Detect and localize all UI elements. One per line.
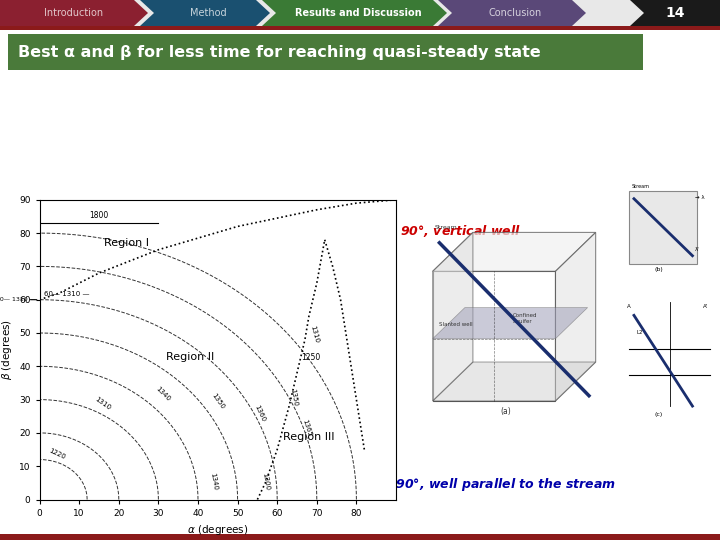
Text: L2: L2 <box>636 329 643 334</box>
Polygon shape <box>433 308 588 339</box>
Text: 60— 1310 —: 60— 1310 — <box>0 297 36 302</box>
Text: 1350: 1350 <box>210 393 225 410</box>
Text: (a): (a) <box>501 407 511 416</box>
Text: 1365: 1365 <box>302 418 313 437</box>
Polygon shape <box>555 232 595 401</box>
Text: → λ: → λ <box>695 195 704 200</box>
Text: λ': λ' <box>695 247 699 252</box>
Text: 1310: 1310 <box>94 395 112 411</box>
Y-axis label: $\beta$ (degrees): $\beta$ (degrees) <box>0 319 14 380</box>
Text: Best α and β for less time for reaching quasi-steady state: Best α and β for less time for reaching … <box>18 44 541 59</box>
Bar <box>629 191 697 264</box>
Polygon shape <box>438 0 586 26</box>
Polygon shape <box>630 0 720 26</box>
Text: Conclusion: Conclusion <box>489 8 542 18</box>
Text: 1340: 1340 <box>210 472 218 490</box>
Polygon shape <box>140 0 270 26</box>
Text: 1360: 1360 <box>253 403 266 422</box>
Text: 14: 14 <box>665 6 685 20</box>
Text: (b): (b) <box>654 267 663 272</box>
Text: Slanted well: Slanted well <box>439 322 473 327</box>
Text: 1800: 1800 <box>89 211 109 220</box>
Text: 60— 1310 —: 60— 1310 — <box>44 292 89 298</box>
Text: 1340: 1340 <box>155 385 171 402</box>
Bar <box>0 534 720 540</box>
Text: 1300: 1300 <box>261 472 270 490</box>
Text: Region II: Region II <box>166 352 215 362</box>
Text: Introduction: Introduction <box>45 8 104 18</box>
Text: $\beta$ = 90°, vertical well: $\beta$ = 90°, vertical well <box>374 223 521 240</box>
Text: 1310: 1310 <box>309 325 320 344</box>
Bar <box>8 34 643 70</box>
Text: Stream: Stream <box>631 184 649 190</box>
Text: Method: Method <box>190 8 227 18</box>
Text: (c): (c) <box>654 413 663 417</box>
Polygon shape <box>433 232 473 401</box>
Text: Results and Discussion: Results and Discussion <box>294 8 421 18</box>
Polygon shape <box>433 362 595 401</box>
Polygon shape <box>433 232 595 271</box>
Polygon shape <box>262 0 447 26</box>
X-axis label: $\alpha$ (degrees): $\alpha$ (degrees) <box>187 523 248 537</box>
Text: Region III: Region III <box>283 431 335 442</box>
Text: $\alpha$ = 90°, well parallel to the stream: $\alpha$ = 90°, well parallel to the str… <box>369 476 616 492</box>
Bar <box>0 26 720 30</box>
Text: 1350: 1350 <box>289 389 298 407</box>
Text: Region I: Region I <box>104 239 149 248</box>
Text: Stream: Stream <box>435 225 458 230</box>
Text: Confined
aquifer: Confined aquifer <box>513 313 537 324</box>
Text: A: A <box>627 303 631 308</box>
Text: A': A' <box>703 303 708 308</box>
Text: 1220: 1220 <box>48 447 67 460</box>
Text: 1250: 1250 <box>301 353 320 362</box>
Polygon shape <box>0 0 148 26</box>
